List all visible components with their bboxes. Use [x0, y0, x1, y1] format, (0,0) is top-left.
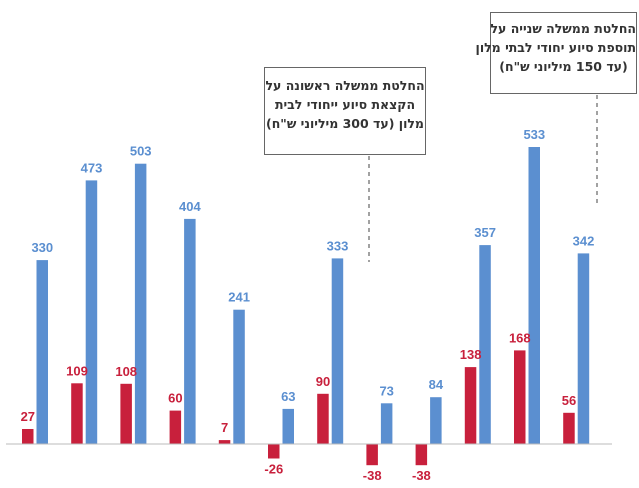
- blue-value-label-2: 473: [81, 160, 103, 175]
- blue-value-label-10: 357: [474, 225, 496, 240]
- red-bar-1: [22, 429, 34, 444]
- annotation-line: הקצאת סיוע ייחודי לבית: [274, 97, 416, 112]
- bars-layer: [22, 147, 590, 466]
- red-bar-11: [514, 350, 526, 444]
- annotation-line: החלטת ממשלה ראשונה על: [265, 78, 425, 93]
- blue-bar-1: [36, 260, 48, 444]
- red-bar-4: [169, 410, 182, 444]
- blue-bar-8: [380, 403, 393, 444]
- blue-bar-12: [577, 253, 590, 444]
- blue-bar-7: [331, 258, 344, 444]
- red-bar-6: [268, 444, 280, 459]
- blue-bar-3: [134, 163, 147, 444]
- blue-value-label-8: 73: [379, 383, 393, 398]
- annotation-connectors: [368, 95, 598, 262]
- annotation-line: תוספת סיוע יחודי לבתי מלון: [475, 40, 636, 55]
- annotation-line: (עד 150 מיליוני ש"ח): [499, 59, 628, 74]
- blue-value-label-7: 333: [327, 238, 349, 253]
- red-value-label-9: -38: [412, 468, 431, 483]
- blue-bar-6: [282, 408, 294, 444]
- blue-value-label-4: 404: [179, 199, 201, 214]
- red-value-label-3: 108: [115, 364, 137, 379]
- red-value-label-7: 90: [316, 374, 330, 389]
- red-bar-5: [218, 440, 231, 444]
- blue-value-label-1: 330: [31, 240, 53, 255]
- annotation-first-decision: החלטת ממשלה ראשונה על הקצאת סיוע ייחודי …: [264, 67, 426, 155]
- red-value-label-5: 7: [221, 420, 228, 435]
- red-bar-3: [120, 383, 132, 444]
- red-bar-2: [71, 383, 83, 444]
- blue-bar-5: [233, 309, 245, 444]
- red-bar-7: [317, 393, 329, 444]
- value-labels-layer: 27 109 108 60 7 -26 90 -38 -38 138 168 56 330 473 503 4…: [21, 127, 595, 483]
- red-bar-9: [415, 444, 428, 466]
- red-value-label-6: -26: [264, 462, 283, 477]
- blue-bar-10: [479, 245, 491, 444]
- blue-bar-2: [85, 180, 98, 444]
- blue-value-label-12: 342: [573, 233, 595, 248]
- blue-value-label-11: 533: [523, 127, 545, 142]
- red-value-label-10: 138: [460, 347, 482, 362]
- blue-value-label-3: 503: [130, 144, 152, 159]
- blue-value-label-5: 241: [228, 290, 250, 305]
- blue-bar-4: [184, 218, 196, 444]
- red-bar-8: [366, 444, 378, 466]
- red-bar-10: [464, 367, 477, 444]
- blue-bar-9: [430, 397, 442, 444]
- blue-bar-11: [528, 147, 540, 444]
- red-value-label-12: 56: [562, 393, 576, 408]
- blue-value-label-6: 63: [281, 389, 295, 404]
- red-value-label-4: 60: [168, 391, 182, 406]
- red-value-label-2: 109: [66, 363, 88, 378]
- red-value-label-8: -38: [363, 468, 382, 483]
- blue-value-label-9: 84: [429, 377, 444, 392]
- annotation-second-decision: החלטת ממשלה שנייה על תוספת סיוע יחודי לב…: [475, 12, 637, 94]
- red-bar-12: [563, 412, 575, 444]
- annotation-line: מלון (עד 300 מיליוני ש"ח): [266, 116, 424, 131]
- red-value-label-11: 168: [509, 330, 531, 345]
- annotation-line: החלטת ממשלה שנייה על: [490, 21, 636, 36]
- red-value-label-1: 27: [21, 409, 35, 424]
